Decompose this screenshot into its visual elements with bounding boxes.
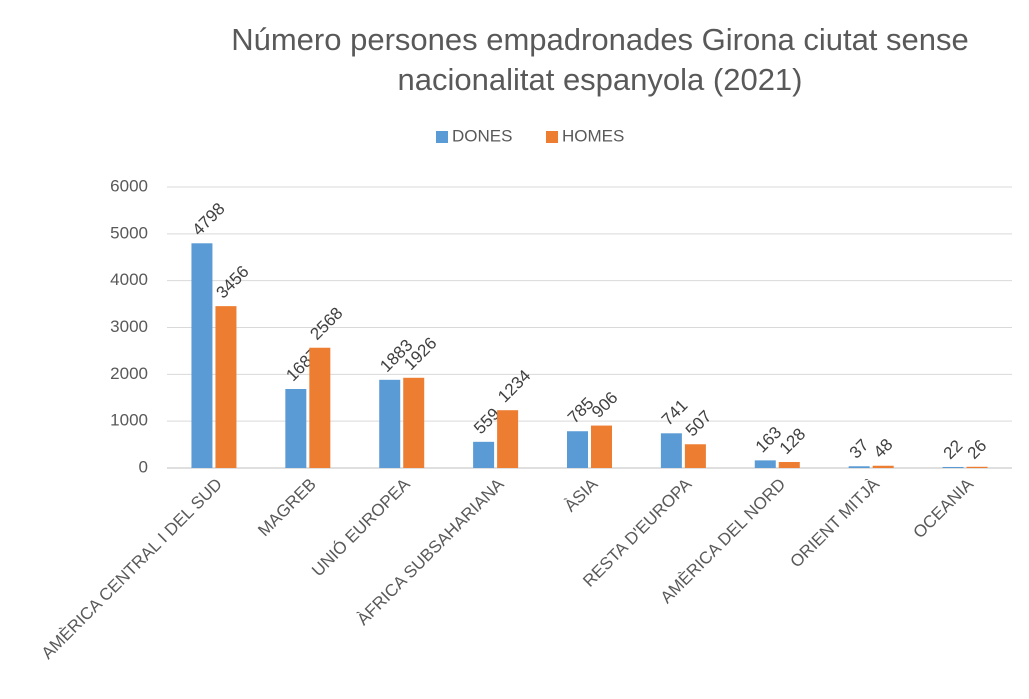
x-tick-label: MAGREB (254, 475, 320, 541)
x-tick-label: ORIENT MITJÀ (786, 474, 883, 571)
bar (567, 431, 588, 468)
value-label: 1234 (494, 366, 534, 406)
bar (497, 410, 519, 468)
chart-title: nacionalitat espanyola (2021) (398, 62, 803, 97)
value-label: 128 (776, 425, 809, 458)
x-tick-label: OCEANIA (910, 474, 978, 542)
value-label: 4798 (189, 199, 229, 239)
y-tick-label: 3000 (110, 317, 148, 336)
bar (754, 460, 776, 468)
bar (403, 377, 425, 468)
bar (591, 425, 612, 468)
value-label: 906 (588, 388, 621, 421)
value-label: 3456 (213, 262, 253, 302)
x-tick-label: AMÈRICA CENTRAL I DEL SUD (38, 475, 226, 663)
value-label: 37 (846, 435, 873, 462)
chart-title: Número persones empadronades Girona ciut… (231, 22, 969, 57)
bar (285, 388, 307, 468)
y-tick-label: 0 (139, 457, 148, 476)
legend-label: DONES (452, 126, 512, 145)
y-tick-label: 4000 (110, 270, 148, 289)
bar (872, 465, 894, 468)
legend-swatch (546, 131, 558, 143)
value-label: 26 (964, 436, 991, 463)
legend-label: HOMES (562, 126, 624, 145)
y-tick-label: 5000 (110, 223, 148, 242)
bar (684, 444, 706, 468)
legend-swatch (436, 131, 448, 143)
bar (473, 441, 495, 468)
bar (379, 379, 401, 468)
value-label: 22 (940, 436, 967, 463)
bar (309, 347, 331, 468)
y-tick-label: 2000 (110, 364, 148, 383)
value-label: 48 (870, 435, 897, 462)
bar (191, 243, 213, 468)
bar (848, 466, 870, 468)
x-tick-label: ÀSIA (561, 474, 602, 515)
y-tick-label: 1000 (110, 411, 148, 430)
y-tick-label: 6000 (110, 176, 148, 195)
bar (660, 433, 682, 468)
bar (778, 462, 800, 468)
bar (966, 466, 988, 468)
x-tick-label: UNIÓ EUROPEA (308, 474, 414, 580)
bar (942, 466, 964, 468)
value-label: 2568 (306, 304, 346, 344)
bar (215, 306, 237, 468)
